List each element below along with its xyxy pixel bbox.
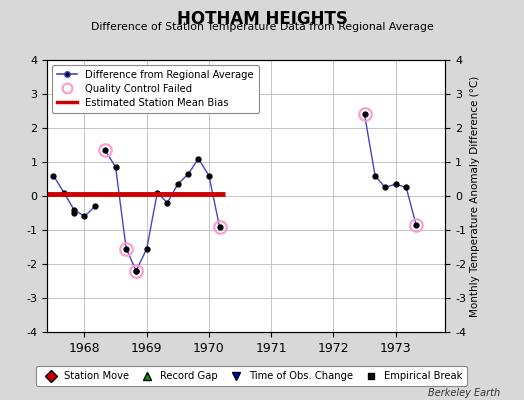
Y-axis label: Monthly Temperature Anomaly Difference (°C): Monthly Temperature Anomaly Difference (… bbox=[471, 75, 481, 317]
Legend: Station Move, Record Gap, Time of Obs. Change, Empirical Break: Station Move, Record Gap, Time of Obs. C… bbox=[36, 366, 467, 386]
Text: Difference of Station Temperature Data from Regional Average: Difference of Station Temperature Data f… bbox=[91, 22, 433, 32]
Text: Berkeley Earth: Berkeley Earth bbox=[428, 388, 500, 398]
Text: HOTHAM HEIGHTS: HOTHAM HEIGHTS bbox=[177, 10, 347, 28]
Legend: Difference from Regional Average, Quality Control Failed, Estimated Station Mean: Difference from Regional Average, Qualit… bbox=[52, 65, 259, 113]
